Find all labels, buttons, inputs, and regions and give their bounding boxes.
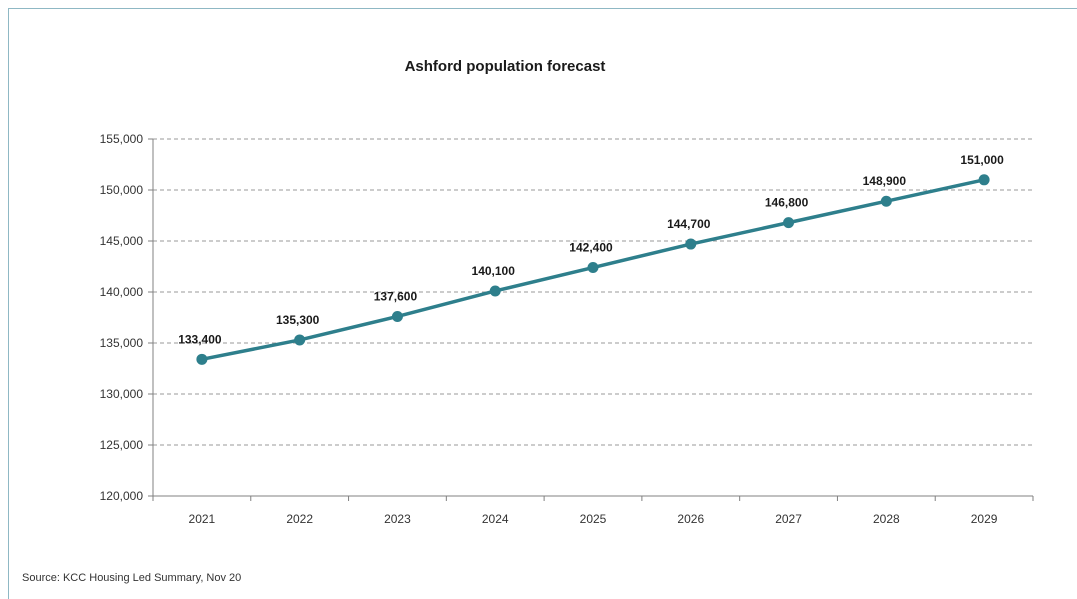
data-point	[294, 334, 306, 346]
y-tick-label: 135,000	[100, 336, 144, 350]
x-tick-label: 2023	[384, 512, 411, 526]
data-label: 133,400	[178, 332, 222, 346]
data-point	[880, 195, 892, 207]
data-label: 142,400	[569, 241, 613, 255]
data-label: 135,300	[276, 313, 320, 327]
y-tick-label: 120,000	[100, 489, 144, 503]
x-tick-label: 2027	[775, 512, 802, 526]
y-axis-ticks: 120,000 125,000 130,000 135,000 140,000 145,0…	[100, 132, 153, 503]
x-axis-ticks: 2021 2022 2023 2024 2025 2026 2027 2028 2029	[152, 496, 1034, 526]
y-tick-label: 145,000	[100, 234, 144, 248]
data-label: 137,600	[374, 289, 418, 303]
x-tick-label: 2024	[482, 512, 509, 526]
y-tick-label: 155,000	[100, 132, 144, 146]
data-point	[783, 217, 795, 229]
y-tick-label: 140,000	[100, 285, 144, 299]
data-label: 146,800	[765, 196, 809, 210]
source-note: Source: KCC Housing Led Summary, Nov 20	[22, 572, 242, 584]
x-tick-label: 2029	[971, 512, 998, 526]
data-point	[978, 174, 990, 186]
y-tick-label: 150,000	[100, 183, 144, 197]
series-population	[196, 174, 990, 365]
x-tick-label: 2021	[189, 512, 216, 526]
data-point	[685, 238, 697, 250]
data-point	[391, 310, 403, 322]
data-label: 144,700	[667, 217, 711, 231]
y-tick-label: 130,000	[100, 387, 144, 401]
axes	[152, 139, 1033, 497]
x-tick-label: 2026	[677, 512, 704, 526]
x-tick-label: 2028	[873, 512, 900, 526]
data-label: 151,000	[960, 153, 1004, 167]
data-point	[489, 285, 501, 297]
chart-title: Ashford population forecast	[404, 58, 606, 75]
data-labels: 133,400 135,300 137,600 140,100 142,400 144,7…	[178, 153, 1004, 347]
data-label: 140,100	[472, 264, 516, 278]
x-tick-label: 2025	[580, 512, 607, 526]
data-label: 148,900	[863, 174, 907, 188]
chart-frame	[8, 8, 1077, 599]
data-point	[587, 262, 599, 274]
data-point	[196, 353, 208, 365]
x-tick-label: 2022	[286, 512, 313, 526]
y-tick-label: 125,000	[100, 438, 144, 452]
